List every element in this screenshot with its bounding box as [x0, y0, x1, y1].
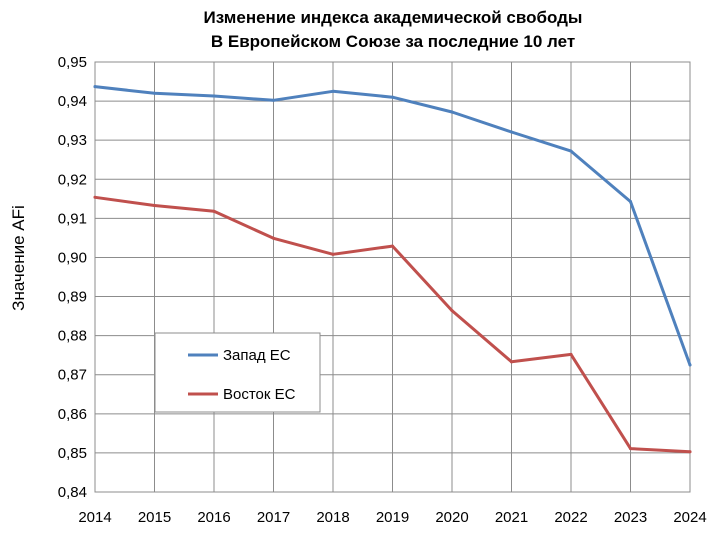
data-point	[569, 149, 573, 153]
data-point	[391, 95, 394, 99]
data-point	[391, 244, 394, 248]
y-tick-label: 0,86	[58, 406, 87, 423]
y-tick-label: 0,93	[58, 132, 87, 149]
x-tick-label: 2015	[138, 509, 171, 526]
y-tick-label: 0,90	[58, 249, 87, 266]
data-point	[272, 236, 275, 240]
x-tick-labels: 2014 2015 2016 2017 2018 2019 2020 2021 2022 2023…	[78, 509, 706, 526]
y-axis-title: Значение AFi	[9, 205, 28, 311]
legend: Запад ЕС Восток ЕС	[154, 332, 321, 413]
data-point	[629, 200, 632, 204]
legend-box	[154, 332, 321, 413]
data-point	[331, 89, 335, 93]
legend-label-west: Запад ЕС	[223, 347, 291, 364]
chart-title-line-1: Изменение индекса академической свободы	[204, 8, 583, 27]
data-point	[450, 309, 454, 313]
x-tick-label: 2016	[197, 509, 230, 526]
data-point	[569, 352, 573, 356]
data-point	[510, 130, 513, 134]
data-point	[212, 94, 216, 98]
y-tick-label: 0,94	[58, 93, 87, 110]
plot-area-border	[94, 61, 691, 493]
y-tick-label: 0,85	[58, 445, 87, 462]
data-point	[153, 203, 156, 207]
x-tick-label: 2019	[376, 509, 409, 526]
y-tick-label: 0,92	[58, 171, 87, 188]
x-tick-label: 2020	[435, 509, 468, 526]
data-point	[688, 450, 692, 454]
x-tick-label: 2018	[316, 509, 349, 526]
x-tick-label: 2024	[673, 509, 706, 526]
data-point	[331, 252, 335, 256]
data-point	[688, 363, 692, 367]
data-point	[212, 209, 216, 213]
x-tick-label: 2022	[554, 509, 587, 526]
chart-title-line-2: В Европейском Союзе за последние 10 лет	[211, 32, 575, 51]
data-point	[450, 110, 454, 114]
y-tick-label: 0,91	[58, 210, 87, 227]
y-tick-label: 0,84	[58, 484, 87, 501]
y-tick-label: 0,89	[58, 289, 87, 306]
series-lines	[93, 85, 692, 454]
data-point	[510, 360, 513, 364]
plot-area-frame	[94, 61, 691, 493]
x-tick-label: 2023	[614, 509, 647, 526]
x-tick-label: 2014	[78, 509, 111, 526]
data-point	[272, 98, 275, 102]
y-tick-label: 0,88	[58, 328, 87, 345]
x-tick-label: 2017	[257, 509, 290, 526]
y-tick-label: 0,87	[58, 367, 87, 384]
legend-label-east: Восток ЕС	[223, 386, 296, 403]
data-point	[629, 447, 632, 451]
y-tick-labels: 0,84 0,85 0,86 0,87 0,88 0,89 0,90 0,91 0,92 0,93…	[58, 54, 87, 501]
data-point	[153, 91, 156, 95]
y-tick-label: 0,95	[58, 54, 87, 71]
data-point	[93, 195, 97, 199]
data-point	[93, 85, 97, 89]
x-tick-label: 2021	[495, 509, 528, 526]
